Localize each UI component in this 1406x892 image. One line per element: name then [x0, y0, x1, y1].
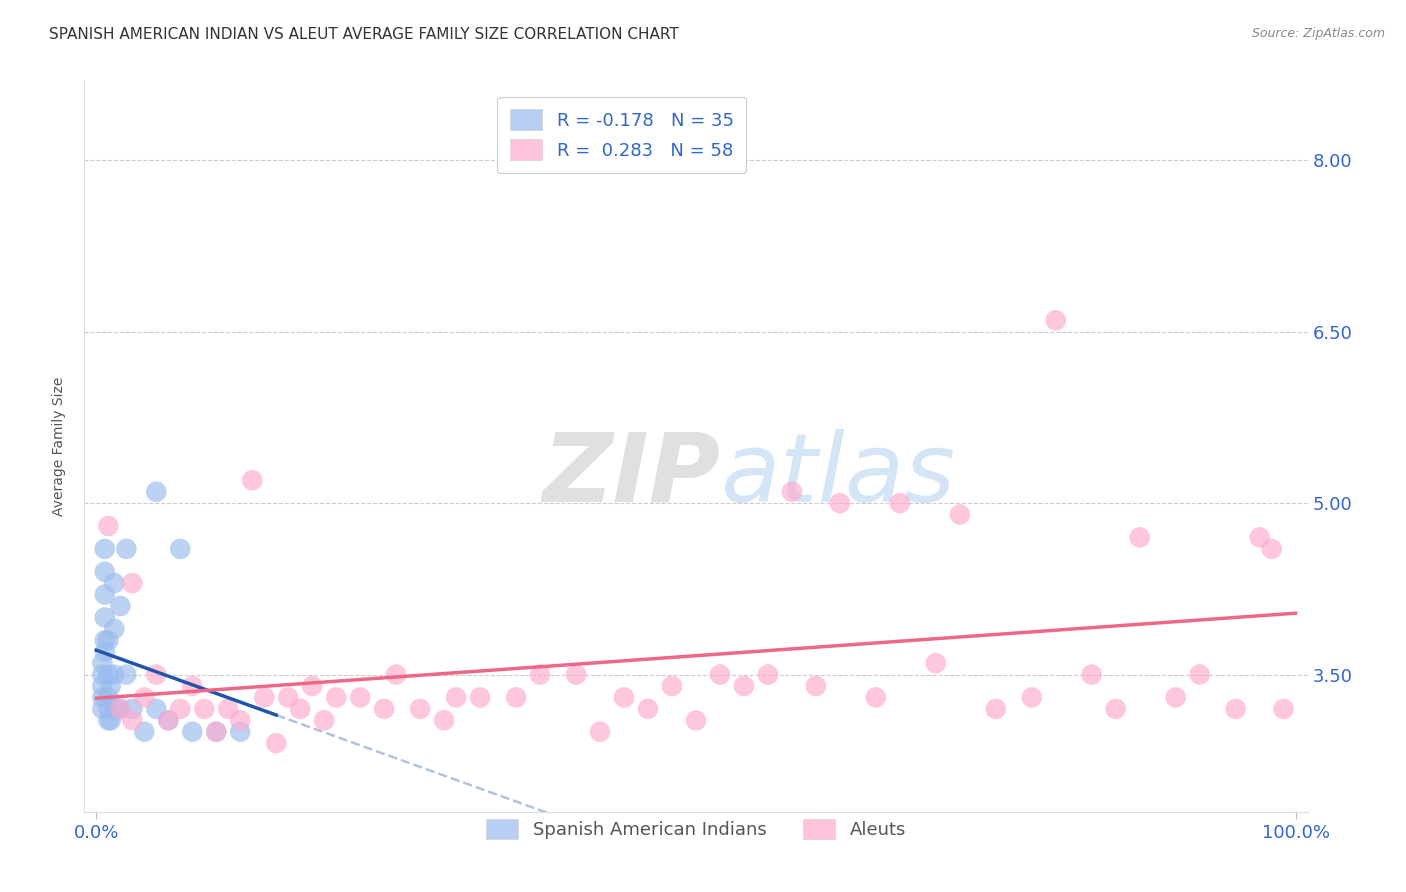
Point — [110, 599, 132, 613]
Point — [157, 714, 180, 728]
Point — [93, 565, 117, 579]
Point — [115, 667, 138, 681]
Point — [264, 736, 287, 750]
Point — [373, 702, 395, 716]
Point — [314, 714, 336, 728]
Point — [121, 702, 143, 716]
Point — [1105, 702, 1128, 716]
Point — [157, 714, 180, 728]
Point — [110, 702, 132, 716]
Text: Source: ZipAtlas.com: Source: ZipAtlas.com — [1251, 27, 1385, 40]
Point — [433, 714, 456, 728]
Point — [169, 541, 191, 556]
Point — [121, 576, 143, 591]
Point — [91, 690, 114, 705]
Point — [889, 496, 911, 510]
Point — [1260, 541, 1282, 556]
Point — [949, 508, 972, 522]
Point — [93, 633, 117, 648]
Point — [134, 724, 156, 739]
Point — [925, 656, 948, 670]
Point — [97, 714, 120, 728]
Point — [804, 679, 827, 693]
Point — [103, 622, 125, 636]
Point — [756, 667, 779, 681]
Point — [145, 667, 167, 681]
Point — [97, 702, 120, 716]
Point — [409, 702, 432, 716]
Point — [1188, 667, 1211, 681]
Point — [217, 702, 239, 716]
Point — [181, 724, 204, 739]
Point — [1164, 690, 1187, 705]
Point — [169, 702, 191, 716]
Point — [709, 667, 731, 681]
Point — [103, 576, 125, 591]
Point — [100, 714, 122, 728]
Point — [181, 679, 204, 693]
Point — [865, 690, 887, 705]
Point — [301, 679, 323, 693]
Point — [93, 645, 117, 659]
Point — [97, 519, 120, 533]
Point — [828, 496, 851, 510]
Point — [1225, 702, 1247, 716]
Point — [97, 667, 120, 681]
Point — [97, 690, 120, 705]
Point — [134, 690, 156, 705]
Point — [97, 633, 120, 648]
Point — [103, 702, 125, 716]
Point — [91, 667, 114, 681]
Point — [93, 610, 117, 624]
Point — [115, 541, 138, 556]
Point — [661, 679, 683, 693]
Point — [229, 714, 252, 728]
Point — [349, 690, 371, 705]
Point — [290, 702, 312, 716]
Point — [385, 667, 408, 681]
Point — [468, 690, 491, 705]
Point — [444, 690, 467, 705]
Point — [984, 702, 1007, 716]
Point — [229, 724, 252, 739]
Point — [613, 690, 636, 705]
Point — [145, 484, 167, 499]
Point — [277, 690, 299, 705]
Point — [1249, 530, 1271, 544]
Point — [1129, 530, 1152, 544]
Point — [1080, 667, 1102, 681]
Point — [253, 690, 276, 705]
Legend: Spanish American Indians, Aleuts: Spanish American Indians, Aleuts — [478, 812, 914, 847]
Point — [589, 724, 612, 739]
Y-axis label: Average Family Size: Average Family Size — [52, 376, 66, 516]
Point — [93, 541, 117, 556]
Point — [91, 679, 114, 693]
Point — [110, 702, 132, 716]
Point — [637, 702, 659, 716]
Point — [205, 724, 228, 739]
Point — [733, 679, 755, 693]
Point — [193, 702, 215, 716]
Point — [93, 588, 117, 602]
Point — [100, 679, 122, 693]
Point — [1021, 690, 1043, 705]
Point — [565, 667, 588, 681]
Text: ZIP: ZIP — [543, 429, 720, 522]
Text: SPANISH AMERICAN INDIAN VS ALEUT AVERAGE FAMILY SIZE CORRELATION CHART: SPANISH AMERICAN INDIAN VS ALEUT AVERAGE… — [49, 27, 679, 42]
Point — [1045, 313, 1067, 327]
Point — [91, 656, 114, 670]
Point — [121, 714, 143, 728]
Point — [1272, 702, 1295, 716]
Text: atlas: atlas — [720, 429, 956, 522]
Point — [103, 667, 125, 681]
Point — [240, 473, 263, 487]
Point — [529, 667, 551, 681]
Point — [780, 484, 803, 499]
Point — [145, 702, 167, 716]
Point — [91, 702, 114, 716]
Point — [505, 690, 527, 705]
Point — [685, 714, 707, 728]
Point — [325, 690, 347, 705]
Point — [205, 724, 228, 739]
